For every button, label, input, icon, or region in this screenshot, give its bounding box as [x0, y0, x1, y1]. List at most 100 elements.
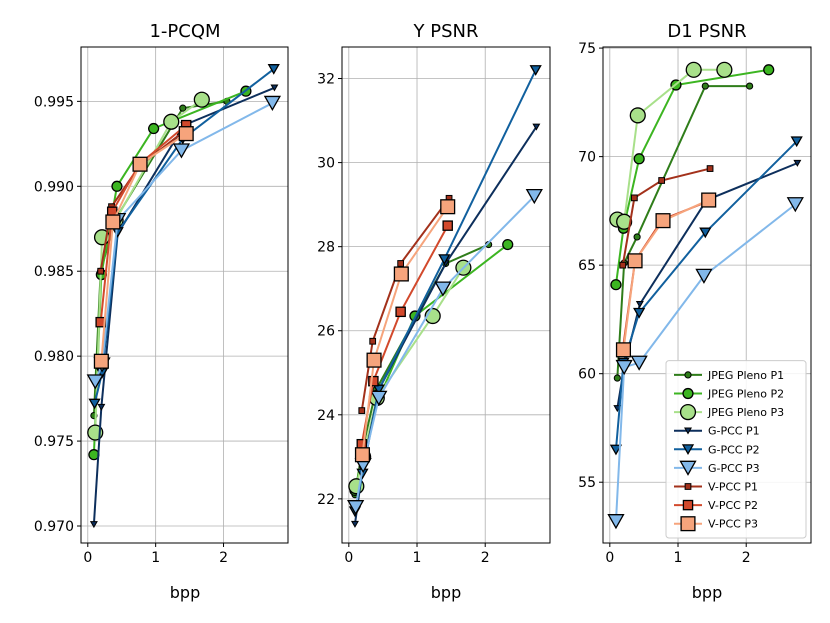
legend-marker	[679, 460, 697, 476]
plot-frame	[602, 46, 812, 544]
data-point	[172, 143, 191, 159]
legend: JPEG Pleno P1 JPEG Pleno P2 JPEG Pleno P3 G…	[665, 360, 807, 539]
data-point	[610, 279, 622, 291]
y-tick-label: 0.990	[34, 179, 74, 195]
series-group	[607, 61, 804, 530]
data-point	[393, 266, 409, 282]
y-tick-label: 60	[578, 367, 596, 383]
y-tick-label: 75	[578, 41, 596, 57]
series-line	[621, 167, 711, 266]
legend-label: V-PCC P1	[708, 481, 758, 494]
data-point	[607, 514, 625, 530]
data-point	[699, 227, 712, 239]
legend-marker	[679, 404, 697, 421]
data-point	[366, 352, 382, 368]
data-point	[655, 213, 671, 229]
data-point	[616, 213, 633, 230]
series-line	[616, 85, 750, 379]
data-point	[706, 165, 714, 172]
data-point	[148, 122, 160, 135]
y-tick-label: 30	[317, 156, 335, 172]
legend-label: G-PCC P2	[708, 443, 760, 456]
y-tick-label: 0.985	[34, 264, 74, 280]
data-point	[532, 123, 541, 131]
legend-marker	[682, 387, 694, 400]
legend-label: V-PCC P3	[708, 518, 758, 531]
series-v-pcc-p3	[354, 199, 456, 463]
series-v-pcc-p3	[615, 192, 717, 358]
data-point	[270, 84, 279, 92]
chart-title: Y PSNR	[413, 21, 479, 42]
data-point	[615, 342, 632, 358]
data-point	[525, 188, 543, 205]
data-point	[88, 398, 101, 410]
y-tick-label: 55	[578, 475, 596, 491]
x-axis-label: bpp	[170, 583, 200, 602]
legend-label: V-PCC P2	[708, 499, 758, 512]
data-point	[440, 199, 456, 215]
series-g-pcc-p2	[88, 64, 280, 410]
legend-item: G-PCC P1	[674, 425, 760, 438]
series-group	[86, 64, 282, 529]
data-point	[369, 337, 377, 345]
series-line	[99, 127, 189, 272]
data-point	[179, 104, 187, 112]
data-point	[633, 233, 641, 241]
data-point	[132, 156, 148, 172]
chart-title: 1-PCQM	[149, 21, 220, 42]
series-v-pcc-p1	[358, 194, 453, 414]
series-line	[92, 90, 247, 455]
data-point	[89, 521, 98, 529]
x-tick-label: 0	[83, 550, 92, 566]
y-tick-label: 70	[578, 150, 596, 166]
legend-item: G-PCC P2	[674, 443, 760, 456]
series-line	[622, 199, 710, 350]
series-g-pcc-p1	[350, 123, 541, 528]
plot-frame	[341, 46, 551, 544]
series-g-pcc-p3	[607, 197, 804, 530]
data-point	[438, 254, 451, 265]
legend-label: JPEG Pleno P3	[707, 406, 784, 419]
series-v-pcc-p3	[93, 126, 194, 369]
plot-frame	[80, 46, 289, 544]
legend-label: G-PCC P3	[708, 462, 760, 475]
series-line	[614, 68, 769, 285]
chart-title: D1 PSNR	[667, 21, 746, 42]
legend-item: V-PCC P3	[674, 516, 758, 532]
legend-item: JPEG Pleno P2	[674, 388, 784, 401]
data-point	[763, 64, 775, 76]
series-line	[353, 126, 538, 525]
legend-label: JPEG Pleno P1	[707, 369, 784, 382]
x-tick-label: 2	[219, 550, 228, 566]
data-point	[358, 407, 366, 414]
data-point	[695, 268, 713, 284]
y-tick-label: 24	[317, 408, 335, 424]
x-axis-label: bpp	[692, 583, 722, 602]
data-point	[370, 390, 388, 406]
data-point	[613, 374, 621, 382]
data-point	[178, 126, 194, 142]
data-point	[395, 306, 406, 318]
legend-marker	[682, 499, 694, 511]
data-point	[701, 192, 717, 208]
data-point	[630, 355, 648, 371]
legend-item: V-PCC P2	[674, 499, 758, 512]
x-tick-label: 1	[674, 550, 683, 566]
data-point	[716, 61, 733, 78]
data-point	[397, 260, 405, 267]
data-point	[619, 261, 627, 269]
data-point	[633, 153, 645, 165]
x-tick-label: 0	[344, 550, 353, 566]
y-tick-label: 28	[317, 240, 335, 256]
data-point	[350, 520, 359, 528]
data-point	[633, 307, 646, 319]
series-jpeg-pleno-p1	[613, 82, 754, 382]
x-tick-label: 2	[481, 550, 490, 566]
data-point	[105, 214, 121, 230]
x-axis-label: bpp	[431, 583, 461, 602]
series-jpeg-pleno-p2	[610, 64, 775, 291]
data-point	[790, 136, 803, 148]
